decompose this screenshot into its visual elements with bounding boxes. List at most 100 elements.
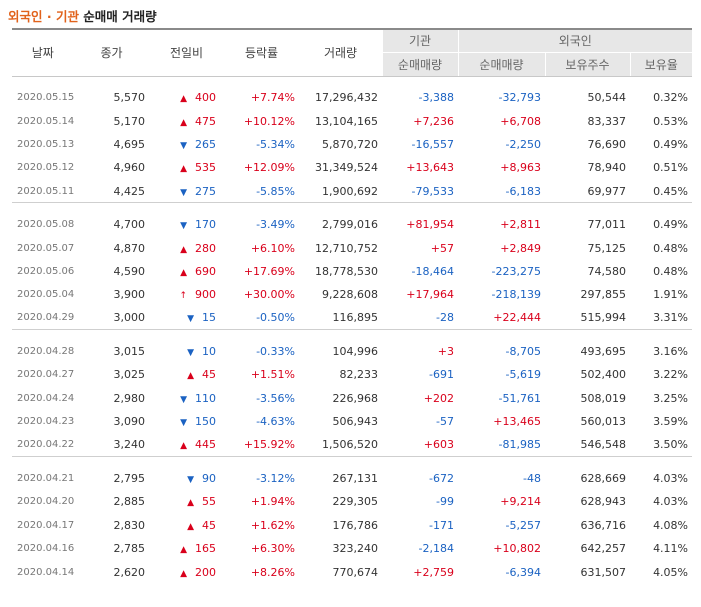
ratio-cell: 0.49% [653,137,689,151]
date-cell: 2020.04.20 [17,496,75,508]
holdings-cell: 74,580 [587,264,627,278]
arrow-up-icon: ▲ [180,164,187,175]
foreign-net-cell: +8,963 [500,161,541,175]
holdings-cell: 77,011 [587,218,627,232]
table-body: 2020.05.15 5,570 ▲ 400 +7.74% 17,296,432 -3,38… [12,76,693,584]
change-cell: ▼ 265 [149,133,224,156]
arrow-down-icon: ▼ [180,418,187,429]
change-value: 45 [202,518,216,532]
inst-net-cell: +3 [437,345,454,359]
change-value: 265 [195,137,216,151]
holdings-cell: 631,507 [580,565,627,579]
holdings-cell: 50,544 [587,91,627,105]
volume-cell: 82,233 [339,368,379,382]
foreign-net-cell: +6,708 [500,114,541,128]
inst-net-cell: +57 [430,241,454,255]
volume-cell: 13,104,165 [315,114,378,128]
rate-cell: +1.94% [250,495,295,509]
rate-cell: +17.69% [243,264,295,278]
holdings-cell: 628,943 [580,495,627,509]
close-cell: 4,425 [113,184,146,198]
table-row: 2020.05.12 4,960 ▲ 535 +12.09% 31,349,524 +13,… [12,156,692,179]
holdings-cell: 75,125 [587,241,627,255]
change-value: 445 [195,438,216,452]
arrow-up-icon: ▲ [187,371,194,382]
inst-net-cell: -16,557 [411,137,454,151]
rate-cell: -0.33% [256,345,295,359]
inst-net-cell: +17,964 [406,288,454,302]
inst-net-cell: -57 [436,415,454,429]
volume-cell: 506,943 [332,415,379,429]
ratio-cell: 0.49% [653,218,689,232]
header-institution: 기관 [381,29,458,52]
title-text: 순매매 거래량 [78,9,157,24]
arrow-up-icon: ▲ [180,267,187,278]
change-value: 280 [195,241,216,255]
change-cell: ▼ 275 [149,180,224,203]
foreign-net-cell: -81,985 [498,438,541,452]
ratio-cell: 4.08% [653,518,689,532]
table-row: 2020.04.22 3,240 ▲ 445 +15.92% 1,506,520 +603 -… [12,433,692,456]
holdings-cell: 628,669 [580,472,627,486]
table-row: 2020.04.21 2,795 ▼ 90 -3.12% 267,131 -672 -48 62… [12,467,692,490]
ratio-cell: 0.51% [653,161,689,175]
change-cell: ▲ 45 [149,363,224,386]
change-cell: ↑ 900 [149,283,224,306]
title-accent: 외국인 · 기관 [8,9,79,24]
rate-cell: +10.12% [243,114,295,128]
change-value: 170 [195,218,216,232]
date-cell: 2020.05.14 [17,115,75,127]
volume-cell: 104,996 [332,345,379,359]
volume-cell: 17,296,432 [315,91,378,105]
close-cell: 5,170 [113,114,146,128]
date-cell: 2020.04.28 [17,346,75,358]
change-value: 110 [195,391,216,405]
close-cell: 2,830 [113,518,146,532]
change-value: 400 [195,91,216,105]
rate-cell: -0.50% [256,311,295,325]
rate-cell: +1.51% [250,368,295,382]
table-row: 2020.04.20 2,885 ▲ 55 +1.94% 229,305 -99 +9,214… [12,490,692,513]
holdings-cell: 515,994 [580,311,627,325]
change-cell: ▲ 690 [149,260,224,283]
foreign-net-cell: -5,257 [505,518,541,532]
foreign-net-cell: -5,619 [505,368,541,382]
date-cell: 2020.04.22 [17,439,75,451]
rate-cell: +6.10% [250,241,295,255]
change-cell: ▲ 45 [149,514,224,537]
ratio-cell: 1.91% [653,288,689,302]
inst-net-cell: +7,236 [413,114,454,128]
arrow-down-icon: ▼ [180,221,187,232]
change-value: 200 [195,565,216,579]
inst-net-cell: +81,954 [406,218,454,232]
table-row: 2020.05.11 4,425 ▼ 275 -5.85% 1,900,692 -79,53… [12,180,692,203]
date-cell: 2020.05.04 [17,289,75,301]
close-cell: 3,240 [113,438,146,452]
ratio-cell: 4.11% [653,542,689,556]
close-cell: 4,695 [113,137,146,151]
inst-net-cell: -79,533 [411,184,454,198]
change-cell: ▲ 280 [149,236,224,259]
change-cell: ▲ 475 [149,109,224,132]
volume-cell: 31,349,524 [315,161,378,175]
ratio-cell: 4.03% [653,472,689,486]
table-row: 2020.04.24 2,980 ▼ 110 -3.56% 226,968 +202 -51,… [12,387,692,410]
change-value: 10 [202,345,216,359]
inst-net-cell: +202 [423,391,454,405]
holdings-cell: 83,337 [587,114,627,128]
foreign-net-cell: -48 [523,472,541,486]
close-cell: 3,090 [113,415,146,429]
header-holdings: 보유주수 [544,51,630,77]
table-row: 2020.04.27 3,025 ▲ 45 +1.51% 82,233 -691 -5,619… [12,363,692,386]
close-cell: 4,870 [113,241,146,255]
close-cell: 3,000 [113,311,146,325]
arrow-down-icon: ▼ [187,475,194,486]
arrow-up-icon: ▲ [180,545,187,556]
change-cell: ▼ 170 [149,213,224,236]
close-cell: 2,980 [113,391,146,405]
ratio-cell: 0.48% [653,241,689,255]
table-row: 2020.05.04 3,900 ↑ 900 +30.00% 9,228,608 +17,9… [12,283,692,306]
foreign-net-cell: -6,394 [505,565,541,579]
change-cell: ▲ 200 [149,560,224,583]
arrow-up-icon: ▲ [180,94,187,105]
